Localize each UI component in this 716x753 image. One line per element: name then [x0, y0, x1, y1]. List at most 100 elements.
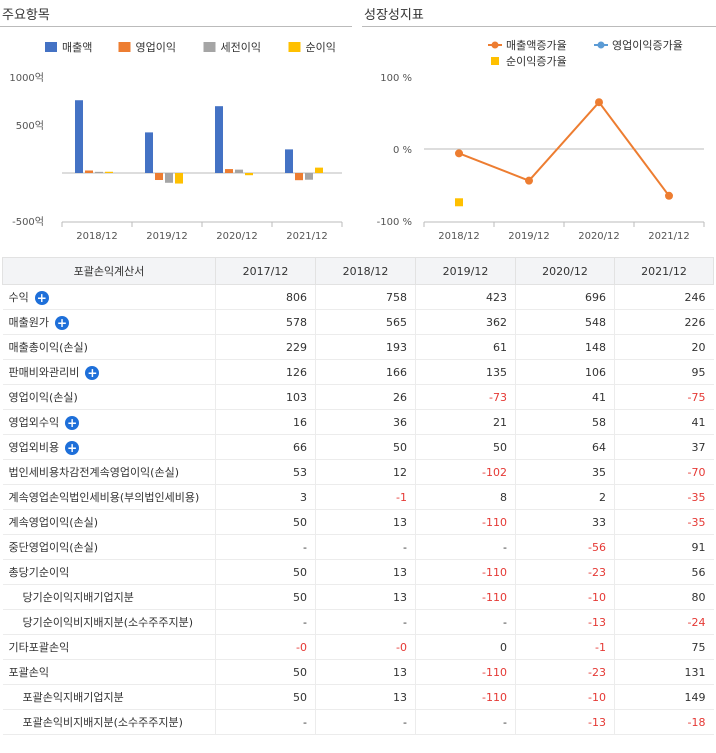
legend-label-1: 영업이익: [136, 41, 176, 54]
cell-value: -73: [415, 384, 516, 410]
expand-plus-icon[interactable]: +: [65, 416, 80, 430]
cell-value: 131: [614, 659, 714, 685]
cell-value: -35: [614, 484, 714, 510]
cell-value: -18: [614, 709, 714, 735]
table-row: 기타포괄손익 -0 -0 0 -1 75: [2, 634, 714, 660]
legend-label-3: 순이익: [306, 41, 336, 54]
row-label-text: 법인세비용차감전계속영업이익(손실): [8, 466, 180, 479]
row-label: 영업이익(손실): [2, 384, 216, 410]
point-0-1: [525, 176, 533, 185]
cell-value: -110: [415, 584, 516, 610]
cell-value: 226: [614, 309, 714, 335]
cell-value: -23: [515, 659, 615, 685]
cell-value: 2: [515, 484, 615, 510]
row-label-text: 계속영업손익법인세비용(부의법인세비용): [8, 491, 200, 504]
x-tick-label-1: 2019/12: [508, 231, 550, 242]
cell-value: 20: [614, 334, 714, 360]
cell-value: -10: [515, 684, 615, 710]
cell-value: -110: [415, 509, 516, 535]
bar-3-0: [105, 171, 113, 173]
cell-value: 50: [215, 559, 316, 585]
cell-value: 8: [415, 484, 516, 510]
bar-1-2: [225, 169, 233, 173]
header-year-4: 2020/12: [515, 257, 615, 285]
expand-plus-icon[interactable]: +: [34, 291, 49, 305]
cell-value: 41: [515, 384, 615, 410]
row-label-text: 포괄손익: [8, 666, 49, 679]
table-row: 중단영업이익(손실) - - - -56 91: [2, 534, 714, 560]
cell-value: 135: [415, 359, 516, 385]
cell-value: -13: [515, 709, 615, 735]
legend-marker-0: [491, 41, 499, 49]
cell-value: 106: [515, 359, 615, 385]
x-tick-label-1: 2019/12: [146, 231, 188, 242]
row-label: 판매비와관리비 +: [2, 359, 216, 385]
row-label: 계속영업손익법인세비용(부의법인세비용): [2, 484, 216, 510]
x-tick-label-3: 2021/12: [286, 231, 328, 242]
cell-value: 80: [614, 584, 714, 610]
cell-value: -: [215, 709, 316, 735]
cell-value: 166: [315, 359, 416, 385]
cell-value: 66: [215, 434, 316, 460]
cell-value: 423: [415, 284, 516, 310]
row-label: 총당기순이익: [2, 559, 216, 585]
row-label-text: 총당기순이익: [8, 566, 70, 579]
cell-value: 53: [215, 459, 316, 485]
bar-1-0: [85, 170, 93, 173]
expand-plus-icon[interactable]: +: [85, 366, 100, 380]
cell-value: 12: [315, 459, 416, 485]
cell-value: 61: [415, 334, 516, 360]
bar-2-3: [305, 173, 313, 180]
cell-value: 35: [515, 459, 615, 485]
legend-label-2: 순이익증가율: [506, 55, 567, 68]
row-label-text: 영업이익(손실): [8, 391, 78, 404]
cell-value: -: [415, 609, 516, 635]
cell-value: 50: [315, 434, 416, 460]
cell-value: 0: [415, 634, 516, 660]
bar-3-3: [315, 167, 323, 173]
row-label-text: 계속영업이익(손실): [8, 516, 99, 529]
cell-value: 50: [215, 509, 316, 535]
expand-plus-icon[interactable]: +: [54, 316, 69, 330]
row-label: 포괄손익: [2, 659, 216, 685]
cell-value: 56: [614, 559, 714, 585]
legend-label-1: 영업이익증가율: [612, 39, 683, 52]
header-year-2: 2018/12: [315, 257, 416, 285]
row-label-text: 영업외수익: [8, 416, 60, 429]
row-label: 매출총이익(손실): [2, 334, 216, 360]
point-2-0: [455, 198, 463, 207]
bar-0-2: [215, 106, 223, 173]
cell-value: 95: [614, 359, 714, 385]
header-year-5: 2021/12: [614, 257, 714, 285]
legend-label-0: 매출액증가율: [506, 39, 567, 52]
bar-chart: 매출액 영업이익 세전이익 순이익 1000억 500억 -500억 2018/12 2019/…: [9, 41, 343, 242]
header-year-1: 2017/12: [215, 257, 316, 285]
cell-value: 696: [515, 284, 615, 310]
x-tick-label-0: 2018/12: [76, 231, 118, 242]
header-statement: 포괄손익계산서: [2, 257, 216, 285]
cell-value: 229: [215, 334, 316, 360]
bar-0-1: [145, 132, 153, 173]
x-tick-label-3: 2021/12: [648, 231, 690, 242]
cell-value: 33: [515, 509, 615, 535]
income-statement-table: 포괄손익계산서 2017/12 2018/12 2019/12 2020/12 2021/…: [2, 257, 714, 735]
row-label-text: 당기순이익비지배지분(소수주주지분): [22, 616, 194, 629]
cell-value: 41: [614, 409, 714, 435]
legend-swatch-3: [288, 42, 301, 52]
table-row: 포괄손익 50 13 -110 -23 131: [2, 659, 714, 685]
bar-2-2: [235, 169, 243, 173]
expand-plus-icon[interactable]: +: [65, 441, 80, 455]
row-label: 법인세비용차감전계속영업이익(손실): [2, 459, 216, 485]
bar-3-2: [245, 173, 253, 176]
row-label: 중단영업이익(손실): [2, 534, 216, 560]
series-line-0: [458, 100, 670, 197]
x-tick-label-2: 2020/12: [216, 231, 258, 242]
cell-value: 13: [315, 584, 416, 610]
cell-value: 75: [614, 634, 714, 660]
row-label-text: 포괄손익비지배지분(소수주주지분): [22, 716, 183, 729]
x-tick-label-2: 2020/12: [578, 231, 620, 242]
cell-value: -70: [614, 459, 714, 485]
cell-value: -110: [415, 559, 516, 585]
cell-value: -75: [614, 384, 714, 410]
table-row: 포괄손익비지배지분(소수주주지분) - - - -13 -18: [2, 709, 714, 735]
